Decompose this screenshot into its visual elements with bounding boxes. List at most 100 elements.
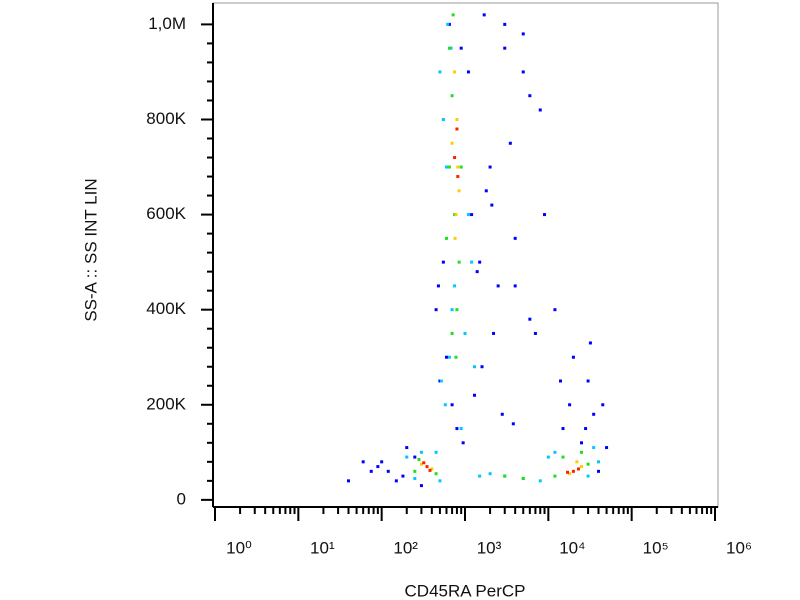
event-dot — [447, 46, 451, 50]
y-axis-title: SS-A :: SS INT LIN — [81, 178, 100, 321]
event-dot — [484, 189, 488, 193]
event-dot — [425, 465, 429, 469]
event-dot — [559, 379, 563, 383]
event-dot — [500, 412, 504, 416]
event-dot — [584, 427, 588, 431]
event-dot — [488, 472, 492, 476]
plot-frame — [212, 2, 719, 508]
event-dot — [472, 365, 476, 369]
event-dot — [447, 22, 451, 26]
event-dot — [503, 22, 507, 26]
event-dot — [457, 260, 461, 264]
event-dot — [470, 213, 474, 217]
event-dot — [434, 472, 438, 476]
event-dot — [543, 213, 547, 217]
x-tick-label: 10² — [393, 538, 418, 557]
event-dot — [568, 403, 572, 407]
event-dot — [454, 355, 458, 359]
event-dot — [513, 284, 517, 288]
event-dot — [401, 474, 405, 478]
event-dot — [528, 317, 532, 321]
event-dot — [439, 379, 443, 383]
event-dot — [561, 455, 565, 459]
event-dot — [579, 465, 583, 469]
event-dot — [451, 13, 455, 17]
x-tick-label: 10⁴ — [559, 538, 585, 557]
event-dot — [538, 108, 542, 112]
event-dot — [601, 403, 605, 407]
event-dot — [422, 461, 426, 465]
y-tick-label: 1,0M — [148, 14, 186, 33]
event-dot — [419, 450, 423, 454]
event-dot — [380, 460, 384, 464]
event-dot — [605, 446, 609, 450]
x-tick-label: 10¹ — [310, 538, 335, 557]
event-dot — [561, 427, 565, 431]
event-dot — [445, 355, 449, 359]
event-dot — [430, 467, 434, 471]
event-dot — [434, 308, 438, 312]
event-dot — [441, 117, 445, 121]
event-dot — [511, 422, 515, 426]
event-dot — [592, 446, 596, 450]
event-dot — [450, 403, 454, 407]
event-dot — [438, 479, 442, 483]
event-dot — [571, 355, 575, 359]
event-dot — [447, 355, 451, 359]
event-dot — [445, 165, 449, 169]
event-dot — [443, 403, 447, 407]
event-dot — [450, 94, 454, 98]
event-dot — [386, 469, 390, 473]
y-tick-label: 0 — [177, 489, 186, 508]
event-dot — [588, 341, 592, 345]
event-dot — [454, 213, 458, 217]
event-dot — [463, 331, 467, 335]
event-dot — [503, 474, 507, 478]
y-tick-label: 600K — [146, 204, 186, 223]
event-dot — [533, 331, 537, 335]
event-dot — [434, 450, 438, 454]
event-dot — [413, 476, 417, 480]
event-dot — [456, 165, 460, 169]
event-dot — [455, 308, 459, 312]
event-dot — [528, 94, 532, 98]
event-dot — [597, 460, 601, 464]
event-dot — [405, 455, 409, 459]
event-dot — [513, 236, 517, 240]
event-dot — [450, 331, 454, 335]
event-dot — [347, 479, 351, 483]
event-dot — [455, 117, 459, 121]
event-dot — [455, 127, 459, 131]
event-dot — [521, 476, 525, 480]
event-dot — [508, 141, 512, 145]
event-dot — [445, 236, 449, 240]
event-dot — [579, 450, 583, 454]
event-dot — [369, 469, 373, 473]
event-dot — [592, 412, 596, 416]
event-dot — [488, 165, 492, 169]
event-dot — [461, 441, 465, 445]
event-dot — [436, 284, 440, 288]
y-tick-label: 400K — [146, 299, 186, 318]
event-dot — [441, 260, 445, 264]
event-dot — [447, 165, 451, 169]
event-dot — [480, 365, 484, 369]
x-tick-label: 10⁶ — [726, 538, 752, 557]
x-tick-label: 10⁵ — [643, 538, 669, 557]
event-dot — [546, 455, 550, 459]
x-tick-label: 10⁰ — [226, 538, 252, 557]
event-dot — [586, 379, 590, 383]
event-dot — [455, 427, 459, 431]
event-dot — [568, 472, 572, 476]
event-dot — [453, 70, 457, 74]
event-dot — [553, 450, 557, 454]
event-dot — [538, 479, 542, 483]
event-dot — [482, 13, 486, 17]
event-dot — [466, 213, 470, 217]
event-dot — [459, 427, 463, 431]
event-dot — [586, 462, 590, 466]
event-dot — [361, 460, 365, 464]
event-dot — [405, 446, 409, 450]
event-dot — [475, 270, 479, 274]
event-dot — [453, 236, 457, 240]
